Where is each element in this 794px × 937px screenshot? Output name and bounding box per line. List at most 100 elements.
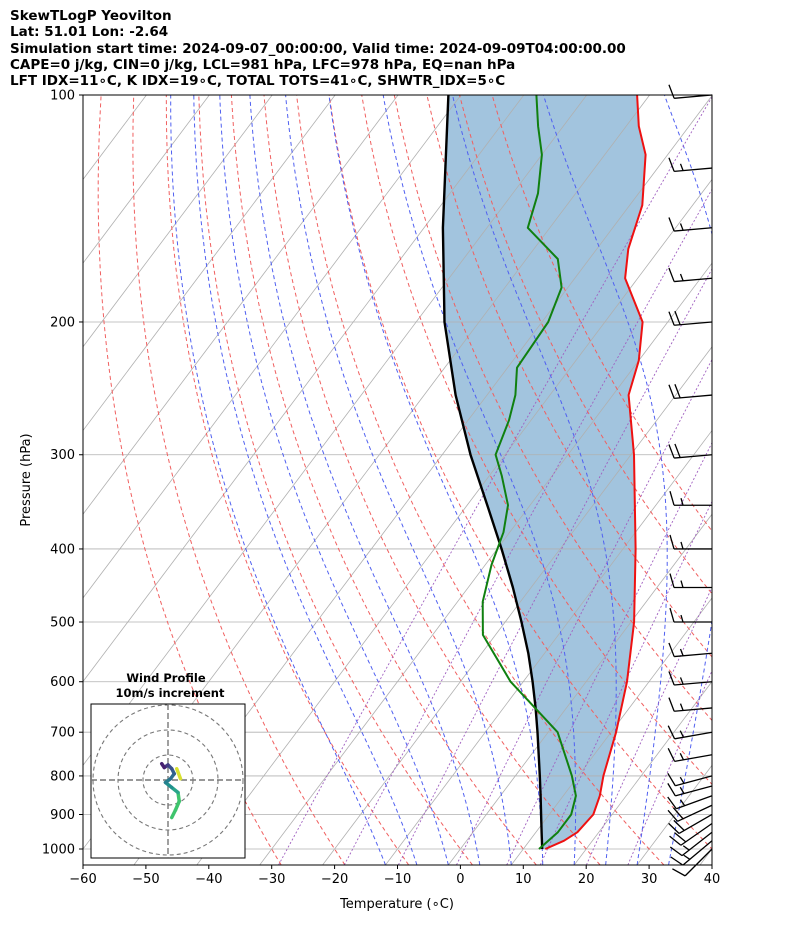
hodograph-segment [160,762,166,770]
wind-barb [668,697,713,712]
x-axis-label: Temperature (∘C) [339,897,454,912]
x-tick-label: −50 [132,872,159,887]
wind-barb [667,804,713,822]
wind-barb [672,848,713,877]
moist-adiabat [452,95,617,865]
wind-barb [669,607,712,623]
y-tick-label: 600 [50,675,75,690]
y-tick-label: 100 [50,89,75,104]
x-tick-label: 40 [704,872,721,887]
dry-adiabat [132,95,346,865]
moist-adiabat [219,95,449,865]
isotherm-line [83,95,525,683]
title-indices-1: CAPE=0 j/kg, CIN=0 j/kg, LCL=981 hPa, LF… [10,56,516,73]
wind-barb [667,748,713,763]
mixing-ratio-line [585,586,712,865]
y-tick-label: 700 [50,726,75,741]
dry-adiabat [230,95,537,865]
dry-adiabat [491,95,712,532]
hodograph-title: Wind Profile [126,671,206,685]
hodograph-plot [91,704,245,858]
wind-barb [669,534,712,550]
y-tick-label: 1000 [42,843,75,858]
shaded-region [442,95,646,849]
wind-barb [667,783,713,797]
wind-barb [669,573,712,589]
isotherm-line [0,95,21,865]
isotherm-line [573,680,712,865]
dry-adiabat [393,95,712,722]
y-axis-label: Pressure (hPa) [19,433,34,526]
mixing-ratio-line [539,500,712,865]
dewpoint-profile-line [481,95,577,850]
title-block: SkewTLogP Yeovilton Lat: 51.01 Lon: -2.6… [10,8,626,89]
isotherm-line [83,95,84,97]
title-station: SkewTLogP Yeovilton [10,8,172,24]
hodograph-subtitle: 10m/s increment [116,686,225,700]
wind-barb [670,840,713,866]
isotherm-line [510,597,712,865]
wind-barb [668,642,713,658]
mixing-ratio-line [627,669,712,865]
isotherm-line [83,95,462,599]
title-location: Lat: 51.01 Lon: -2.64 [10,24,169,41]
wind-barb [668,310,713,326]
x-tick-label: 0 [456,872,464,887]
moist-adiabat [542,95,668,865]
y-tick-label: 500 [50,616,75,631]
mixing-ratio-line [397,268,712,865]
moist-adiabat [170,95,386,865]
title-time: Simulation start time: 2024-09-07_00:00:… [10,40,626,57]
dry-adiabat [263,95,601,865]
wind-barb [668,813,713,835]
x-tick-label: −40 [195,872,222,887]
y-tick-label: 800 [50,769,75,784]
moist-adiabat [285,95,512,865]
x-tick-label: −60 [69,872,96,887]
wind-barb [668,157,713,173]
wind-barb [668,384,713,400]
mixing-ratio-line [278,95,712,865]
mixing-ratio-line [343,188,712,865]
parcel-profile-line [441,95,544,850]
isotherm-line [699,848,712,865]
dry-adiabat [198,95,473,865]
wind-barb [667,772,713,787]
wind-barb [668,84,713,99]
isotherm-line [385,429,712,865]
isotherm-line [763,95,794,865]
wind-barb [667,725,713,740]
isotherm-line [259,262,712,865]
y-tick-label: 300 [50,448,75,463]
x-tick-label: 10 [515,872,532,887]
wind-barb [668,267,713,283]
moist-adiabat [382,95,577,865]
x-tick-label: 30 [641,872,658,887]
isotherm-line [196,178,712,865]
wind-barb [669,831,713,857]
isotherm-line [448,513,712,865]
wind-barb [669,822,713,846]
isotherm-line [83,95,336,432]
isotherm-line [322,346,712,865]
y-tick-label: 400 [50,542,75,557]
wind-barb [668,217,713,232]
x-tick-label: 20 [578,872,595,887]
wind-barb [668,443,713,459]
wind-barb [667,795,713,810]
x-tick-label: −10 [384,872,411,887]
x-tick-label: −20 [321,872,348,887]
dry-adiabat [97,95,282,865]
isotherm-line [83,95,399,515]
title-indices-2: LFT IDX=11∘C, K IDX=19∘C, TOTAL TOTS=41∘… [10,73,506,90]
dry-adiabat [426,95,712,658]
y-tick-label: 900 [50,808,75,823]
isotherm-line [83,95,210,264]
moist-adiabat [193,95,418,865]
y-tick-label: 200 [50,315,75,330]
dry-adiabat [459,95,712,595]
moist-adiabat [249,95,481,865]
dry-adiabat [296,95,665,865]
wind-barb [668,671,713,686]
